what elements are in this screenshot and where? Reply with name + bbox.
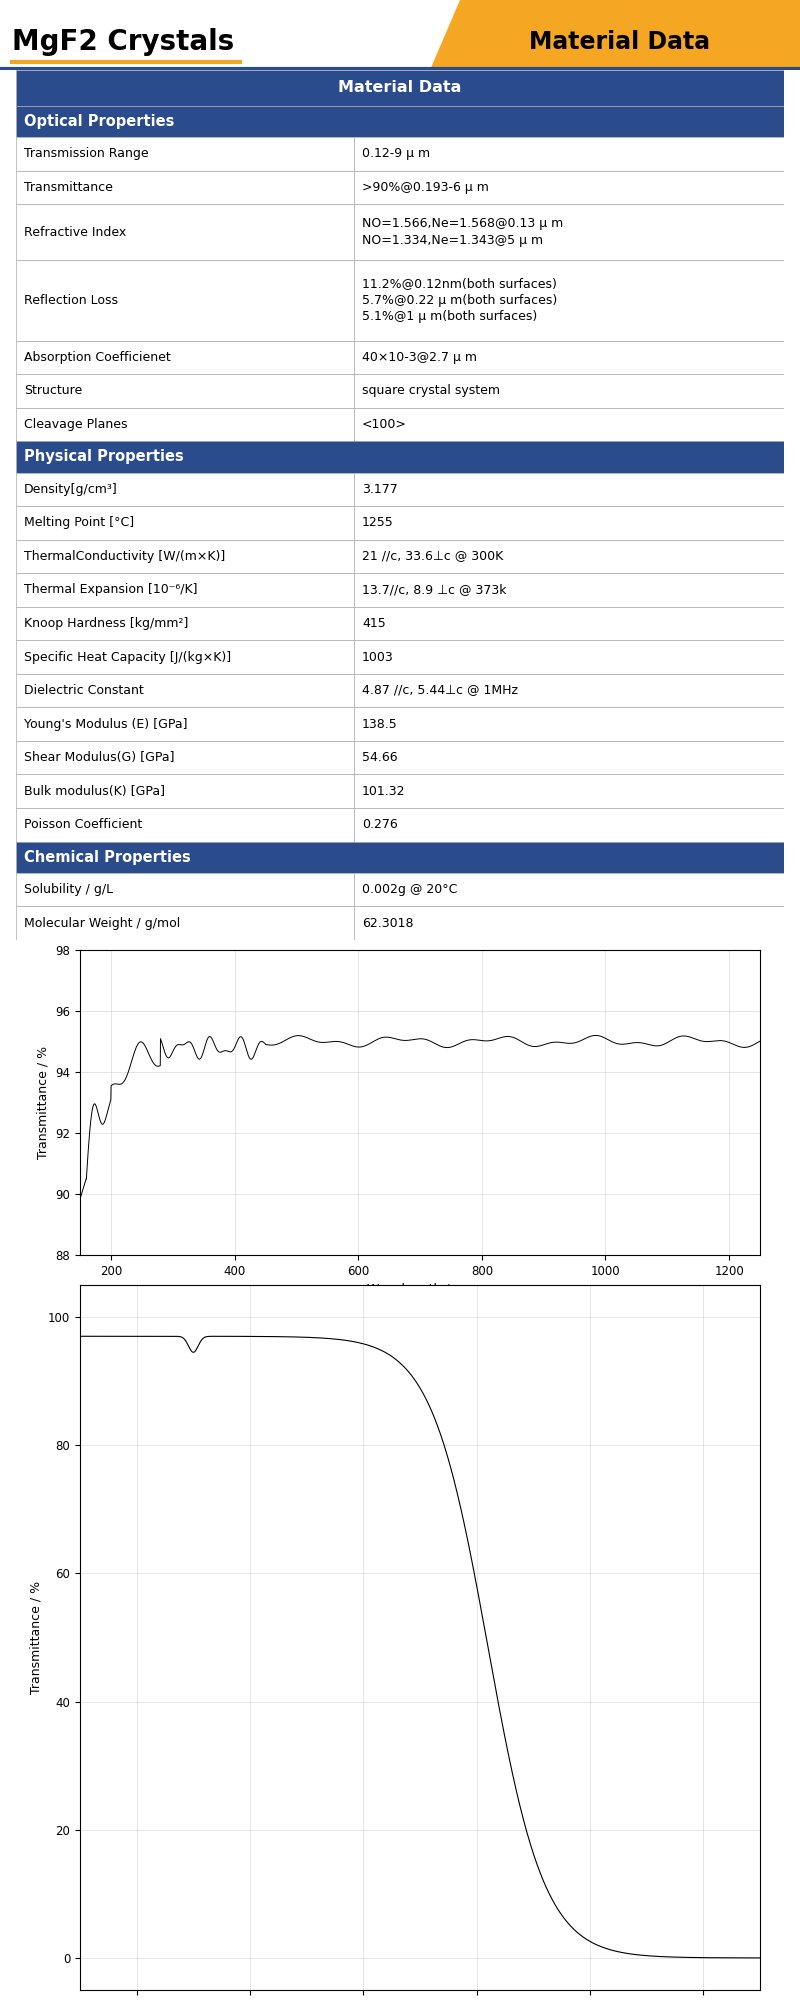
Bar bbox=[16, 906, 354, 940]
Text: Thermal Expansion [10⁻⁶/K]: Thermal Expansion [10⁻⁶/K] bbox=[24, 584, 198, 596]
Bar bbox=[16, 506, 354, 540]
Bar bbox=[16, 842, 784, 872]
Bar bbox=[354, 872, 784, 906]
Text: Young's Modulus (E) [GPa]: Young's Modulus (E) [GPa] bbox=[24, 718, 187, 730]
Bar bbox=[16, 472, 354, 506]
X-axis label: Wavelength / nm: Wavelength / nm bbox=[366, 1284, 474, 1296]
Bar bbox=[16, 540, 354, 574]
Bar bbox=[16, 70, 784, 106]
Text: Transmission Range: Transmission Range bbox=[24, 148, 149, 160]
Text: Shear Modulus(G) [GPa]: Shear Modulus(G) [GPa] bbox=[24, 752, 174, 764]
Bar bbox=[354, 374, 784, 408]
Text: 13.7//c, 8.9 ⊥c @ 373k: 13.7//c, 8.9 ⊥c @ 373k bbox=[362, 584, 506, 596]
Bar bbox=[16, 170, 354, 204]
Text: 138.5: 138.5 bbox=[362, 718, 398, 730]
Text: Transmittance: Transmittance bbox=[24, 180, 113, 194]
Bar bbox=[16, 204, 354, 260]
Text: Reflection Loss: Reflection Loss bbox=[24, 294, 118, 306]
Bar bbox=[354, 808, 784, 842]
Bar bbox=[16, 808, 354, 842]
Text: 40×10-3@2.7 μ m: 40×10-3@2.7 μ m bbox=[362, 350, 477, 364]
Text: Structure: Structure bbox=[24, 384, 82, 398]
Text: 0.002g @ 20°C: 0.002g @ 20°C bbox=[362, 884, 458, 896]
Text: Cleavage Planes: Cleavage Planes bbox=[24, 418, 127, 430]
Text: 11.2%@0.12nm(both surfaces)
5.7%@0.22 μ m(both surfaces)
5.1%@1 μ m(both surface: 11.2%@0.12nm(both surfaces) 5.7%@0.22 μ … bbox=[362, 278, 558, 324]
Bar bbox=[354, 640, 784, 674]
Text: 4.87 //c, 5.44⊥c @ 1MHz: 4.87 //c, 5.44⊥c @ 1MHz bbox=[362, 684, 518, 698]
Text: MgF2 Crystals: MgF2 Crystals bbox=[12, 28, 234, 56]
Text: Physical Properties: Physical Properties bbox=[24, 450, 184, 464]
Bar bbox=[354, 674, 784, 708]
Text: 1255: 1255 bbox=[362, 516, 394, 530]
Bar bbox=[16, 740, 354, 774]
Text: Specific Heat Capacity [J/(kg×K)]: Specific Heat Capacity [J/(kg×K)] bbox=[24, 650, 231, 664]
Bar bbox=[16, 442, 784, 472]
Y-axis label: Transmittance / %: Transmittance / % bbox=[30, 1580, 42, 1694]
Text: 3.177: 3.177 bbox=[362, 482, 398, 496]
Text: 415: 415 bbox=[362, 618, 386, 630]
Bar bbox=[16, 408, 354, 442]
Bar bbox=[16, 260, 354, 340]
Text: Dielectric Constant: Dielectric Constant bbox=[24, 684, 144, 698]
Text: Poisson Coefficient: Poisson Coefficient bbox=[24, 818, 142, 832]
Text: Material Data: Material Data bbox=[338, 80, 462, 96]
Text: <100>: <100> bbox=[362, 418, 407, 430]
Y-axis label: Transmittance / %: Transmittance / % bbox=[37, 1046, 50, 1160]
Bar bbox=[16, 640, 354, 674]
Text: NO=1.566,Ne=1.568@0.13 μ m
NO=1.334,Ne=1.343@5 μ m: NO=1.566,Ne=1.568@0.13 μ m NO=1.334,Ne=1… bbox=[362, 218, 563, 246]
Text: 54.66: 54.66 bbox=[362, 752, 398, 764]
Text: Molecular Weight / g/mol: Molecular Weight / g/mol bbox=[24, 916, 180, 930]
Text: 0.276: 0.276 bbox=[362, 818, 398, 832]
Bar bbox=[354, 260, 784, 340]
Bar bbox=[16, 138, 354, 170]
Bar bbox=[354, 170, 784, 204]
Text: ThermalConductivity [W/(m×K)]: ThermalConductivity [W/(m×K)] bbox=[24, 550, 226, 562]
Bar bbox=[354, 774, 784, 808]
Text: Density[g/cm³]: Density[g/cm³] bbox=[24, 482, 118, 496]
Bar bbox=[16, 774, 354, 808]
Bar bbox=[354, 138, 784, 170]
Bar bbox=[354, 340, 784, 374]
Text: >90%@0.193-6 μ m: >90%@0.193-6 μ m bbox=[362, 180, 489, 194]
Text: Bulk modulus(K) [GPa]: Bulk modulus(K) [GPa] bbox=[24, 784, 165, 798]
Text: 101.32: 101.32 bbox=[362, 784, 406, 798]
Bar bbox=[16, 606, 354, 640]
Text: 21 //c, 33.6⊥c @ 300K: 21 //c, 33.6⊥c @ 300K bbox=[362, 550, 503, 562]
Bar bbox=[354, 708, 784, 740]
Text: Refractive Index: Refractive Index bbox=[24, 226, 126, 238]
Bar bbox=[16, 708, 354, 740]
Text: Knoop Hardness [kg/mm²]: Knoop Hardness [kg/mm²] bbox=[24, 618, 189, 630]
Text: 62.3018: 62.3018 bbox=[362, 916, 414, 930]
Text: Chemical Properties: Chemical Properties bbox=[24, 850, 191, 864]
Bar bbox=[16, 340, 354, 374]
Bar bbox=[354, 408, 784, 442]
Bar bbox=[16, 872, 354, 906]
Bar bbox=[354, 574, 784, 606]
Bar bbox=[354, 540, 784, 574]
Bar bbox=[16, 374, 354, 408]
Text: 0.12-9 μ m: 0.12-9 μ m bbox=[362, 148, 430, 160]
Text: Melting Point [°C]: Melting Point [°C] bbox=[24, 516, 134, 530]
Bar bbox=[354, 740, 784, 774]
Polygon shape bbox=[430, 0, 800, 70]
Text: square crystal system: square crystal system bbox=[362, 384, 500, 398]
Bar bbox=[16, 106, 784, 138]
Bar bbox=[354, 204, 784, 260]
Bar bbox=[354, 506, 784, 540]
Bar bbox=[354, 472, 784, 506]
Text: 1003: 1003 bbox=[362, 650, 394, 664]
Text: Optical Properties: Optical Properties bbox=[24, 114, 174, 128]
Text: Material Data: Material Data bbox=[530, 30, 710, 54]
Bar bbox=[354, 906, 784, 940]
Text: Solubility / g/L: Solubility / g/L bbox=[24, 884, 114, 896]
Bar bbox=[16, 674, 354, 708]
Text: Absorption Coefficienet: Absorption Coefficienet bbox=[24, 350, 171, 364]
Bar bbox=[354, 606, 784, 640]
Bar bbox=[16, 574, 354, 606]
